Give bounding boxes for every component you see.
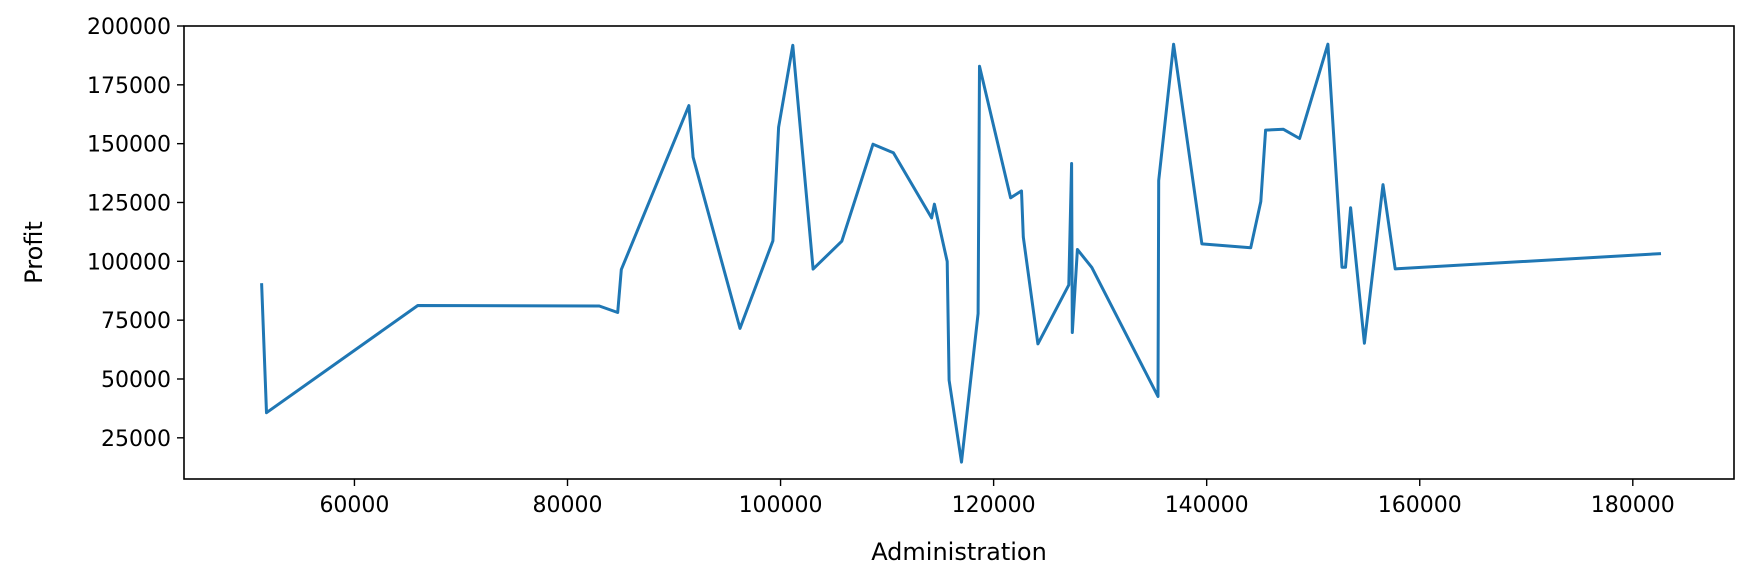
x-tick-label: 180000 — [1591, 493, 1675, 518]
y-tick-label: 75000 — [101, 309, 171, 334]
plot-frame — [183, 25, 1735, 480]
x-axis-ticks: 60000 80000 100000 120000 140000 160000 180000 — [319, 479, 1675, 518]
y-axis-ticks: 25000 50000 75000 100000 125000 150000 175000 2… — [87, 15, 184, 452]
x-axis-label: Administration — [871, 538, 1047, 566]
x-tick-label: 120000 — [952, 493, 1036, 518]
x-tick-label: 140000 — [1165, 493, 1249, 518]
y-axis-label: Profit — [20, 221, 48, 284]
y-tick-label: 100000 — [87, 250, 171, 275]
y-tick-label: 125000 — [87, 191, 171, 216]
y-tick-label: 175000 — [87, 74, 171, 99]
y-tick-label: 200000 — [87, 15, 171, 40]
x-tick-label: 80000 — [533, 493, 603, 518]
x-tick-label: 100000 — [739, 493, 823, 518]
x-tick-label: 160000 — [1378, 493, 1462, 518]
y-tick-label: 150000 — [87, 133, 171, 158]
x-tick-label: 60000 — [319, 493, 389, 518]
y-tick-label: 25000 — [101, 427, 171, 452]
y-tick-label: 50000 — [101, 368, 171, 393]
profit-line — [260, 42, 1662, 464]
series-layer — [260, 42, 1662, 464]
